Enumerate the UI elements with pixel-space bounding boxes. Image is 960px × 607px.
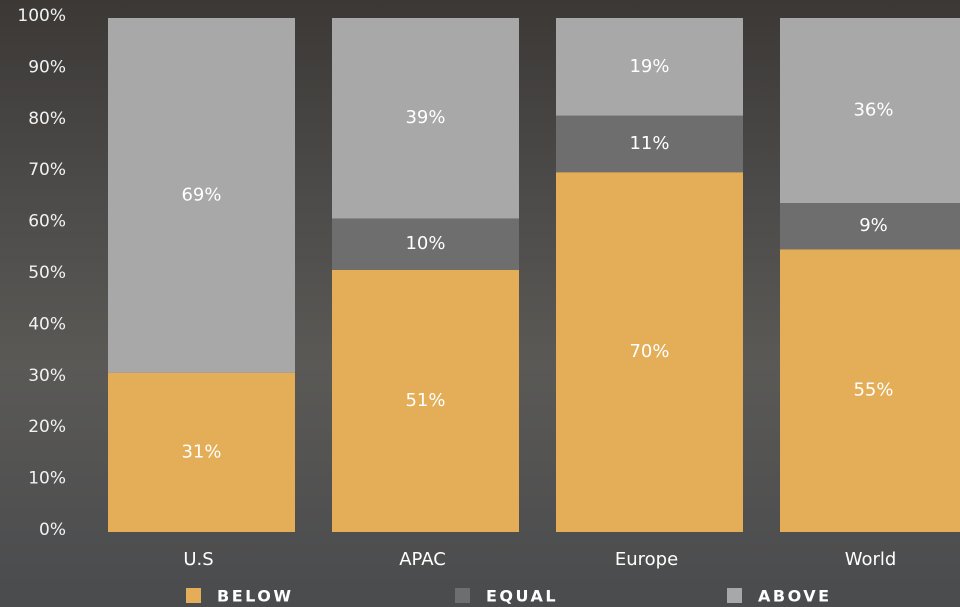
bar-segment <box>332 18 519 219</box>
data-label: 10% <box>405 233 445 254</box>
y-tick-label: 50% <box>28 263 66 283</box>
x-tick-label: Europe <box>615 549 678 570</box>
bar-segment <box>556 172 743 532</box>
data-label: 31% <box>181 441 221 462</box>
y-tick-label: 30% <box>28 366 66 386</box>
data-label: 19% <box>629 56 669 77</box>
x-tick-label: World <box>845 549 897 570</box>
x-tick-label: U.S <box>183 549 213 570</box>
data-label: 36% <box>853 100 893 121</box>
data-label: 70% <box>629 341 669 362</box>
y-tick-label: 40% <box>28 314 66 334</box>
bar-segment <box>108 18 295 373</box>
legend-label: BELOW <box>217 587 294 606</box>
data-label: 9% <box>859 215 888 236</box>
bar-segment <box>332 218 519 270</box>
bar-segment <box>780 203 960 250</box>
y-tick-label: 70% <box>28 160 66 180</box>
bar-segment <box>332 269 519 532</box>
bar-segment <box>556 115 743 173</box>
legend-swatch <box>727 588 742 603</box>
y-tick-label: 80% <box>28 109 66 129</box>
legend-label: ABOVE <box>758 587 832 606</box>
y-tick-label: 0% <box>39 520 66 540</box>
y-tick-label: 90% <box>28 57 66 77</box>
data-label: 39% <box>405 107 445 128</box>
data-label: 11% <box>629 133 669 154</box>
data-label: 69% <box>181 184 221 205</box>
legend-swatch <box>186 588 201 603</box>
bar-segment <box>780 249 960 533</box>
data-label: 55% <box>853 380 893 401</box>
x-tick-label: APAC <box>399 549 446 570</box>
legend-swatch <box>455 588 470 603</box>
y-tick-label: 20% <box>28 417 66 437</box>
bar-segment <box>780 18 960 204</box>
legend-label: EQUAL <box>486 587 558 606</box>
y-tick-label: 60% <box>28 212 66 232</box>
y-tick-label: 100% <box>17 6 66 26</box>
y-tick-label: 10% <box>28 469 66 489</box>
data-label: 51% <box>405 390 445 411</box>
bar-segment <box>556 18 743 116</box>
bar-segment <box>108 372 295 532</box>
